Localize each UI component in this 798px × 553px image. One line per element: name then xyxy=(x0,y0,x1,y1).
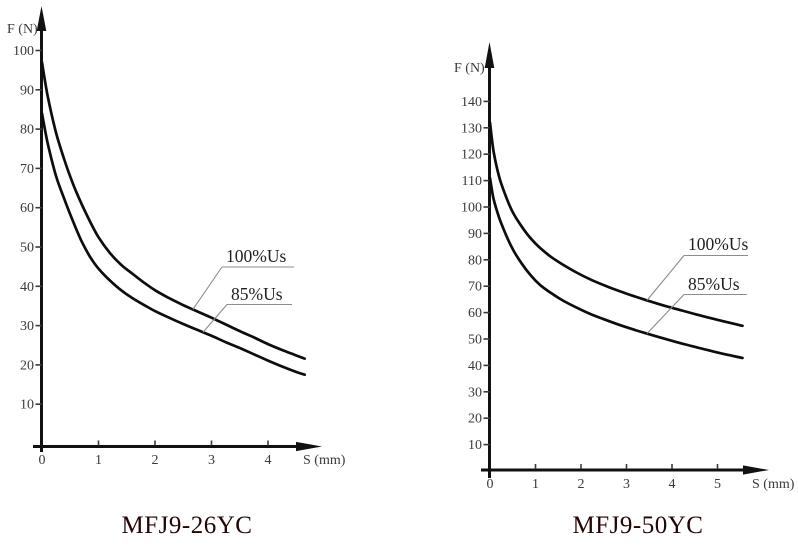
curve-label: 85%Us xyxy=(688,274,740,294)
curve-85pct-us xyxy=(488,176,744,360)
x-tick-label: 3 xyxy=(623,477,630,492)
y-axis-title: F (N) xyxy=(454,61,485,76)
x-tick-label: 0 xyxy=(487,477,494,492)
y-tick-label: 50 xyxy=(20,241,34,256)
curve-100pct-us xyxy=(488,121,744,328)
y-tick-label: 20 xyxy=(468,412,482,427)
x-tick-label: 4 xyxy=(669,477,676,492)
y-tick-label: 130 xyxy=(461,121,482,136)
x-axis-arrowhead xyxy=(296,441,322,452)
y-tick-label: 40 xyxy=(468,359,482,374)
x-axis-arrowhead xyxy=(743,465,769,475)
y-tick-label: 40 xyxy=(20,280,34,295)
y-tick-label: 60 xyxy=(20,201,34,216)
x-tick-label: 4 xyxy=(265,453,272,468)
y-tick-label: 50 xyxy=(468,333,482,348)
y-tick-label: 70 xyxy=(468,280,482,295)
leader-line xyxy=(646,294,685,334)
x-tick-label: 0 xyxy=(39,453,46,468)
leader-line xyxy=(192,266,223,310)
y-tick-label: 60 xyxy=(468,306,482,321)
y-axis-arrowhead xyxy=(36,6,47,31)
y-tick-label: 30 xyxy=(468,385,482,400)
leader-line xyxy=(202,304,228,333)
y-tick-label: 110 xyxy=(462,174,482,189)
y-axis-arrowhead xyxy=(484,42,495,68)
y-tick-label: 100 xyxy=(461,201,482,216)
curve-label: 85%Us xyxy=(231,284,283,304)
curve-label: 100%Us xyxy=(226,246,286,266)
x-tick-label: 2 xyxy=(578,477,585,492)
chart-caption-right: MFJ9-50YC xyxy=(572,512,704,539)
y-tick-label: 30 xyxy=(20,319,34,334)
y-tick-label: 90 xyxy=(468,227,482,242)
curve-100pct-us xyxy=(40,60,307,360)
curve-85pct-us xyxy=(40,112,307,377)
y-tick-label: 20 xyxy=(20,358,34,373)
x-tick-label: 3 xyxy=(208,453,215,468)
y-tick-label: 120 xyxy=(461,148,482,163)
x-tick-label: 1 xyxy=(532,477,539,492)
x-axis-title: S (mm) xyxy=(303,453,346,468)
y-tick-label: 140 xyxy=(461,95,482,110)
chart-caption-left: MFJ9-26YC xyxy=(121,512,253,539)
x-axis-title: S (mm) xyxy=(752,477,795,492)
curve-label: 100%Us xyxy=(688,234,748,254)
y-tick-label: 10 xyxy=(468,438,482,453)
x-tick-label: 5 xyxy=(714,477,721,492)
y-axis-title: F (N) xyxy=(7,22,38,37)
x-tick-label: 2 xyxy=(152,453,159,468)
y-tick-label: 100 xyxy=(13,44,34,59)
y-tick-label: 10 xyxy=(20,398,34,413)
y-tick-label: 80 xyxy=(20,123,34,138)
y-tick-label: 70 xyxy=(20,162,34,177)
y-tick-label: 80 xyxy=(468,253,482,268)
x-tick-label: 1 xyxy=(95,453,102,468)
leader-line xyxy=(646,255,685,301)
y-tick-label: 90 xyxy=(20,83,34,98)
